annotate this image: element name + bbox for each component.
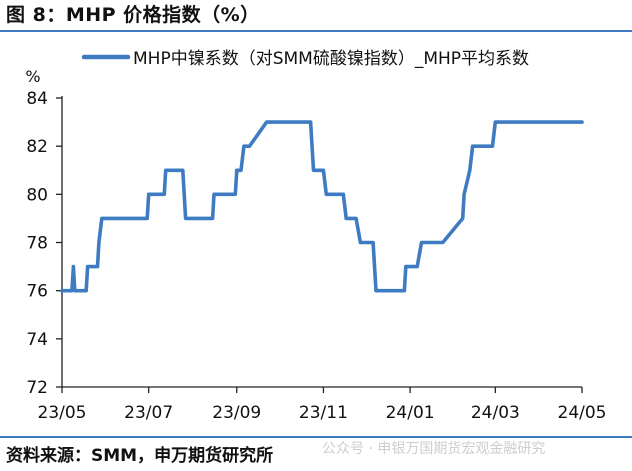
y-unit-label: % — [25, 67, 40, 86]
source-note: 资料来源：SMM，申万期货研究所 — [6, 446, 274, 466]
x-tick-label: 24/03 — [471, 403, 520, 423]
y-tick-label: 80 — [26, 185, 48, 205]
chart-title: 图 8：MHP 价格指数（%） — [6, 4, 260, 26]
legend-label: MHP中镍系数（对SMM硫酸镍指数）_MHP平均系数 — [133, 49, 529, 69]
watermark: 公众号 · 申银万国期货宏观金融研究 — [322, 441, 546, 457]
y-tick-label: 74 — [26, 330, 48, 350]
x-tick-label: 23/07 — [124, 403, 173, 423]
y-tick-label: 76 — [26, 282, 48, 302]
x-tick-label: 23/09 — [212, 403, 261, 423]
x-tick-label: 24/05 — [558, 403, 607, 423]
line-chart: MHP中镍系数（对SMM硫酸镍指数）_MHP平均系数% 72 74 76 78 80 82 8… — [25, 49, 607, 423]
bottom-rule — [0, 436, 632, 438]
y-tick-label: 78 — [26, 234, 48, 254]
y-tick-label: 72 — [26, 378, 48, 398]
x-tick-label: 23/05 — [38, 403, 87, 423]
y-tick-label: 82 — [26, 137, 48, 157]
x-tick-label: 24/01 — [386, 403, 435, 423]
series-line — [60, 120, 584, 293]
y-tick-label: 84 — [26, 89, 48, 109]
top-rule — [0, 30, 632, 32]
x-tick-label: 23/11 — [299, 403, 348, 423]
